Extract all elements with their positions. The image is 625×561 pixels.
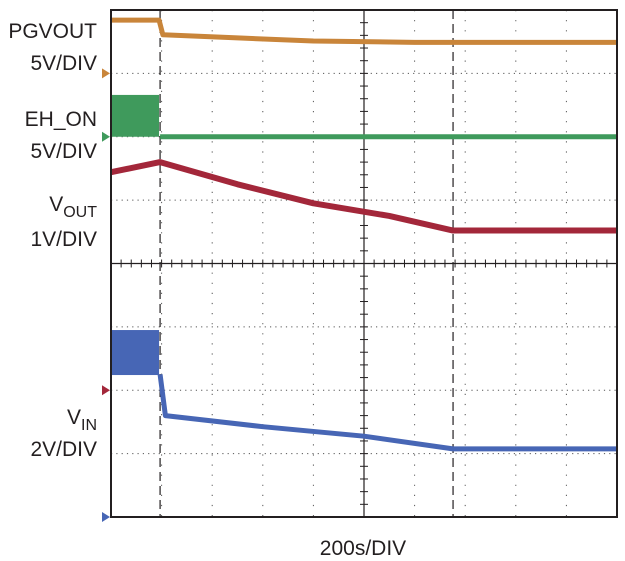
traces <box>110 17 617 452</box>
eh-on-burst <box>111 94 160 137</box>
vout-trace <box>110 159 617 234</box>
vin-label: VIN <box>67 406 97 434</box>
grid <box>111 10 617 517</box>
vout-ground-marker <box>102 385 110 396</box>
eh-on-ground-marker <box>102 131 110 142</box>
vin-burst <box>111 330 160 376</box>
pgvout-trace <box>111 17 617 45</box>
plot-frame <box>110 9 618 518</box>
x-axis-label: 200s/DIV <box>320 537 406 560</box>
vout-label: VOUT <box>49 193 97 221</box>
vin-scale: 2V/DIV <box>30 438 97 461</box>
pgvout-label: PGVOUT <box>8 20 97 43</box>
vin-trace <box>157 374 617 452</box>
eh-on-scale: 5V/DIV <box>30 140 97 163</box>
vin-ground-marker <box>102 512 110 522</box>
ground-markers <box>102 68 110 522</box>
vout-label-main: V <box>49 193 63 216</box>
eh-on-label: EH_ON <box>25 108 97 131</box>
pgvout-ground-marker <box>102 68 110 79</box>
vin-label-sub: IN <box>81 417 97 434</box>
vout-label-sub: OUT <box>63 204 97 221</box>
vout-scale: 1V/DIV <box>30 228 97 251</box>
pgvout-scale: 5V/DIV <box>30 52 97 75</box>
vin-label-main: V <box>67 406 81 429</box>
